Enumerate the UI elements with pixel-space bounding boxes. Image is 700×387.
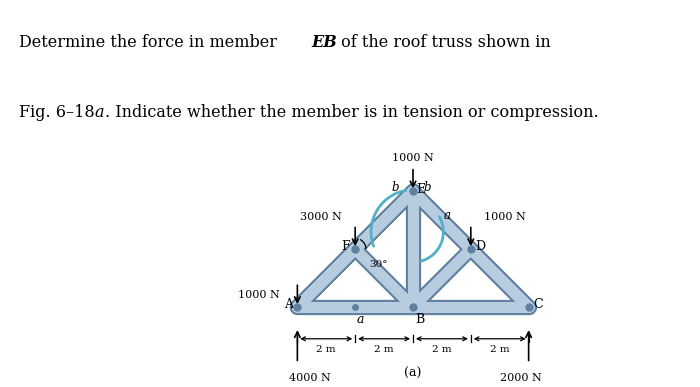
- Text: a: a: [443, 209, 450, 223]
- Text: 2 m: 2 m: [432, 344, 452, 354]
- Text: 2 m: 2 m: [374, 344, 394, 354]
- Text: 1000 N: 1000 N: [238, 290, 280, 300]
- Text: A: A: [284, 298, 293, 311]
- Text: (a): (a): [405, 367, 421, 380]
- Text: 2 m: 2 m: [316, 344, 336, 354]
- Text: 3000 N: 3000 N: [300, 212, 342, 223]
- Text: a: a: [94, 104, 104, 121]
- Text: B: B: [415, 313, 425, 326]
- Text: E: E: [416, 183, 425, 197]
- Text: 30°: 30°: [369, 260, 388, 269]
- Text: . Indicate whether the member is in tension or compression.: . Indicate whether the member is in tens…: [105, 104, 598, 121]
- Text: Determine the force in member: Determine the force in member: [19, 34, 282, 51]
- Text: D: D: [475, 240, 485, 253]
- Text: F: F: [342, 240, 350, 253]
- Text: Fig. 6–18: Fig. 6–18: [19, 104, 94, 121]
- Text: C: C: [533, 298, 542, 311]
- Text: EB: EB: [312, 34, 337, 51]
- Text: of the roof truss shown in: of the roof truss shown in: [335, 34, 550, 51]
- Text: 4000 N: 4000 N: [288, 373, 330, 384]
- Text: 2000 N: 2000 N: [500, 373, 542, 384]
- Text: b: b: [424, 181, 431, 194]
- Text: a: a: [356, 313, 364, 326]
- Text: 1000 N: 1000 N: [484, 212, 526, 223]
- Text: 2 m: 2 m: [490, 344, 510, 354]
- Text: b: b: [391, 181, 399, 194]
- Text: 1000 N: 1000 N: [392, 153, 434, 163]
